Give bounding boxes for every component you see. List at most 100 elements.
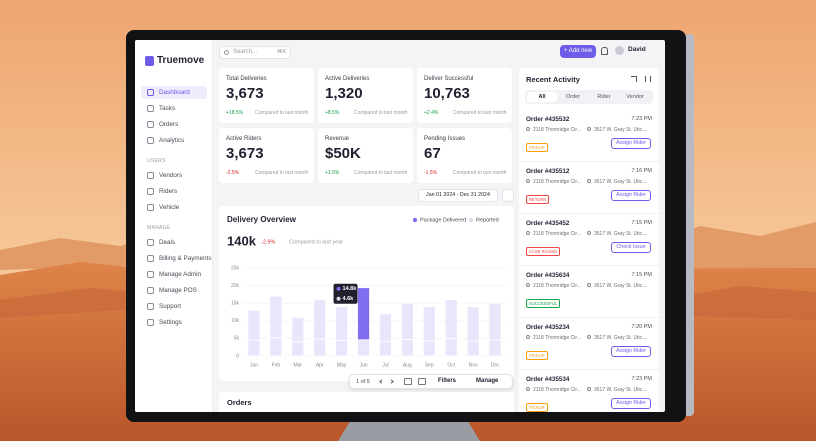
- search-placeholder: Search...: [233, 49, 258, 55]
- menu-label: Support: [159, 303, 182, 310]
- action-button[interactable]: Check Issue: [611, 242, 651, 253]
- delivery-chart: Delivery Overview Package Delivered Report…: [227, 215, 506, 368]
- menu-item[interactable]: Analytics: [141, 134, 207, 147]
- view-toggle[interactable]: [418, 378, 426, 385]
- to-address: 3517 W. Gray St. Utic...: [594, 231, 647, 237]
- prev-page[interactable]: [379, 379, 384, 384]
- menu-item[interactable]: Settings: [141, 316, 207, 329]
- tooltip-swatch: [336, 286, 341, 291]
- stat-change: -1.5%: [424, 170, 438, 176]
- legend-label: Package Delivered: [420, 217, 466, 223]
- bar: [247, 339, 261, 357]
- stat-note: Compared to last month: [255, 110, 309, 116]
- menu-item[interactable]: Manage Admin: [141, 268, 207, 281]
- bar: [313, 338, 327, 357]
- order-id[interactable]: Order #435452: [526, 220, 570, 227]
- x-tick-label: Jun: [360, 362, 368, 368]
- menu-label: Deals: [159, 239, 176, 246]
- bar: [466, 340, 480, 357]
- chart-title: Delivery Overview: [227, 215, 297, 224]
- manage-button[interactable]: Manage: [476, 378, 499, 384]
- menu-item[interactable]: Support: [141, 300, 207, 313]
- next-page[interactable]: [389, 379, 394, 384]
- bar: [335, 306, 349, 341]
- order-time: 7:15 PM: [631, 220, 652, 226]
- order-id[interactable]: Order #435512: [526, 168, 570, 175]
- stat-note: Compared to last month: [255, 170, 309, 176]
- menu-icon: [147, 287, 154, 294]
- bar: [357, 287, 370, 341]
- activity-item: Order #435234 7:20 PM 2118 Thornridge Cir.…: [519, 318, 659, 370]
- tab[interactable]: All: [527, 92, 557, 102]
- legend-swatch: [412, 217, 418, 223]
- from-address: 2118 Thornridge Cir...: [533, 335, 581, 341]
- pin-icon: [587, 231, 591, 235]
- pin-icon: [526, 179, 530, 183]
- tab[interactable]: Rider: [597, 94, 611, 100]
- view-toggle[interactable]: [404, 378, 412, 385]
- menu-icon: [147, 204, 154, 211]
- menu-item[interactable]: Deals: [141, 236, 207, 249]
- logo-mark: [145, 56, 154, 66]
- menu-item[interactable]: Tasks: [141, 102, 207, 115]
- x-tick-label: Sep: [425, 362, 434, 368]
- menu-item[interactable]: Orders: [141, 118, 207, 131]
- order-id[interactable]: Order #435634: [526, 272, 570, 279]
- menu-item[interactable]: Vendors: [141, 169, 207, 182]
- monitor-stand: [338, 418, 480, 441]
- menu-item[interactable]: Riders: [141, 185, 207, 198]
- orders-card: Orders: [219, 392, 514, 412]
- action-button[interactable]: Assign Rider: [611, 190, 651, 201]
- add-new-button[interactable]: + Add new: [560, 45, 596, 58]
- bar: [488, 339, 502, 357]
- order-id[interactable]: Order #435534: [526, 376, 570, 383]
- tab[interactable]: Order: [565, 94, 581, 100]
- from-address: 2118 Thornridge Cir...: [533, 231, 581, 237]
- order-time: 7:23 PM: [631, 116, 652, 122]
- pin-icon: [587, 387, 591, 391]
- menu-icon: [147, 121, 154, 128]
- menu-item[interactable]: Billing & Payments: [141, 252, 212, 265]
- from-address: 2118 Thornridge Cir...: [533, 283, 581, 289]
- menu-label: Tasks: [159, 105, 176, 112]
- filters-button[interactable]: Filters: [438, 378, 457, 384]
- tooltip-value: 14.8k: [343, 286, 358, 292]
- stat-value: 1,320: [325, 85, 363, 102]
- menu-icon: [147, 188, 154, 195]
- action-button[interactable]: Assign Rider: [611, 138, 651, 149]
- tooltip-swatch: [336, 296, 341, 301]
- action-button[interactable]: Assign Rider: [611, 398, 651, 409]
- order-id[interactable]: Order #435532: [526, 116, 570, 123]
- date-range[interactable]: Jan 01 2024 - Dec 31 2024: [418, 189, 498, 202]
- tab[interactable]: Vendor: [626, 94, 644, 100]
- legend-label: Reported: [476, 217, 499, 223]
- stat-label: Deliver Successful: [424, 76, 474, 82]
- menu-icon: [147, 239, 154, 246]
- stat-card: Active Deliveries 1,320 +8.5% Compared to l…: [318, 68, 413, 123]
- stat-card: Deliver Successful 10,763 +2.4% Compared to…: [417, 68, 512, 123]
- pin-icon: [526, 231, 530, 235]
- action-button[interactable]: Assign Rider: [611, 346, 651, 357]
- user-name[interactable]: David: [628, 46, 646, 53]
- stat-change: +8.5%: [325, 110, 340, 116]
- order-time: 7:16 PM: [631, 168, 652, 174]
- pin-icon: [587, 335, 591, 339]
- menu-item[interactable]: Manage POS: [141, 284, 207, 297]
- menu-label: Orders: [159, 121, 179, 128]
- notification-icon[interactable]: [601, 47, 608, 55]
- menu-item[interactable]: Dashboard: [141, 86, 207, 99]
- sidebar: Truemove Dashboard Tasks Orders Analytics USE…: [135, 40, 213, 412]
- order-id[interactable]: Order #435234: [526, 324, 570, 331]
- menu-item[interactable]: Vehicle: [141, 201, 207, 214]
- status-badge: CASE RAISED: [526, 247, 561, 256]
- to-address: 3517 W. Gray St. Utic...: [594, 387, 647, 393]
- shortcut: ⌘K: [276, 49, 286, 55]
- expand-icon[interactable]: [631, 76, 637, 82]
- bar: [379, 341, 392, 357]
- overview-note: Compared to last year: [289, 239, 343, 245]
- settings-icon[interactable]: [645, 76, 651, 82]
- tab-bar: All Order Rider Vendor: [525, 90, 653, 104]
- expand-button[interactable]: [502, 189, 514, 202]
- menu-label: Billing & Payments: [159, 255, 212, 262]
